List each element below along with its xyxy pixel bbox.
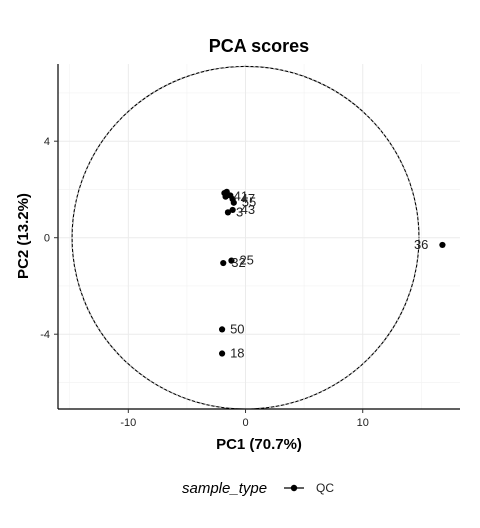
x-axis-title: PC1 (70.7%) [216,436,302,453]
chart-title: PCA scores [209,36,309,56]
point-label-32: 32 [231,255,245,270]
legend-entry-qc: QC [316,481,334,495]
legend: sample_type QC [182,480,334,497]
point-label-50: 50 [230,321,244,336]
data-points [218,188,446,357]
point-label-25: 25 [239,253,253,268]
point-label-55: 55 [242,195,256,210]
data-point-5 [230,199,237,206]
legend-key-point [290,484,298,492]
point-label-18: 18 [230,346,244,361]
data-point-7 [229,206,236,214]
x-tick-label: 10 [357,417,369,429]
y-axis-title: PC2 (13.2%) [15,193,32,279]
data-point-10 [439,241,446,249]
point-label-41: 41 [234,189,248,204]
data-point-8 [220,259,227,267]
y-tick-label: 4 [44,136,50,148]
data-point-12 [218,350,226,357]
y-tick-label: 0 [44,233,50,245]
data-point-9 [228,257,235,264]
data-point-6 [224,209,232,216]
x-tick-label: 0 [242,417,248,429]
y-tick-label: -4 [40,329,50,341]
axes [54,64,460,413]
data-point-2 [222,193,229,200]
point-label-47: 47 [241,191,255,206]
data-point-11 [218,326,226,333]
grid [58,64,460,409]
legend-title: sample_type [182,480,267,497]
point-label-43: 43 [241,202,255,217]
x-tick-label: -10 [120,417,136,429]
point-label-3: 3 [236,204,243,219]
tick-labels: -10 0 10 -4 0 4 [40,136,369,429]
point-label-36: 36 [414,237,428,252]
